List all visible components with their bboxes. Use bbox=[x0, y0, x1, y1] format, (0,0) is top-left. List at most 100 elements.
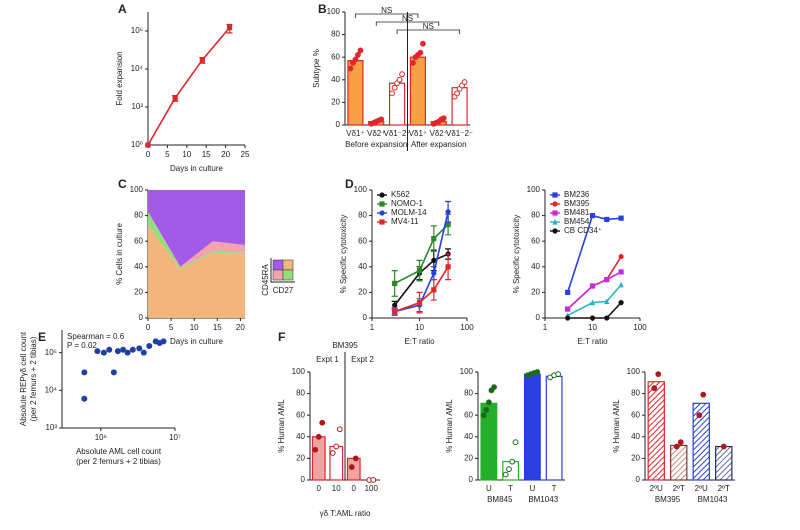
data-point bbox=[347, 65, 354, 72]
x-tick-label: 20 bbox=[236, 323, 245, 332]
x-tick-label: 100 bbox=[365, 484, 379, 493]
data-point bbox=[94, 348, 101, 355]
y-tick-label: 60 bbox=[631, 410, 640, 419]
data-point bbox=[673, 443, 680, 450]
data-point bbox=[140, 349, 147, 356]
data-point bbox=[454, 90, 460, 97]
y-axis-label: Absolute REPγδ cell count bbox=[19, 331, 28, 426]
data-point bbox=[114, 348, 121, 355]
x-tick-label: 0 bbox=[146, 150, 151, 159]
area bbox=[148, 211, 245, 270]
series-line bbox=[567, 302, 622, 319]
x-tick-label: Vδ1⁻2⁻ bbox=[384, 129, 411, 138]
comparison-bracket bbox=[375, 21, 440, 26]
data-point bbox=[410, 59, 416, 66]
data-point bbox=[445, 209, 451, 215]
bar bbox=[692, 402, 710, 481]
data-point bbox=[618, 215, 624, 221]
group-label: BM845 bbox=[487, 495, 513, 504]
panel-letter: B bbox=[318, 2, 327, 16]
y-tick-label: 10³ bbox=[45, 423, 57, 432]
data-point bbox=[124, 349, 131, 356]
bar bbox=[346, 457, 361, 481]
legend-label: BM395 bbox=[564, 199, 590, 208]
x-axis-label: E:T ratio bbox=[577, 337, 608, 346]
y-tick-label: 40 bbox=[134, 262, 143, 271]
data-point bbox=[589, 283, 596, 289]
data-point bbox=[399, 71, 405, 78]
data-point bbox=[485, 399, 492, 406]
legend-label: NOMO-1 bbox=[391, 199, 424, 208]
data-point bbox=[145, 142, 151, 148]
comparison-bracket bbox=[355, 13, 419, 18]
group-label: BM1043 bbox=[528, 495, 558, 504]
data-point bbox=[655, 371, 662, 378]
y-tick-label: 20 bbox=[331, 98, 340, 107]
chart-panel: D 0 20 40 60 80 100 1 10 100 % Specific cytotoxici… bbox=[339, 177, 474, 346]
panel-letter: C bbox=[118, 177, 127, 191]
y-axis-label: % Human AML bbox=[612, 399, 621, 453]
legend-label: MOLM-14 bbox=[391, 208, 427, 217]
data-point bbox=[431, 236, 437, 242]
data-point bbox=[509, 458, 516, 465]
x-tick-label: 0 bbox=[146, 323, 151, 332]
data-point bbox=[604, 277, 610, 283]
y-tick-label: 0 bbox=[469, 475, 474, 484]
data-point bbox=[483, 406, 490, 413]
data-point bbox=[315, 433, 322, 440]
data-point bbox=[136, 345, 143, 352]
key-axes bbox=[270, 258, 295, 283]
x-tick-label: 1 bbox=[543, 323, 548, 332]
chart-panel: A 10⁰ 10² 10⁴ 10⁶ 0 5 10 15 20 25 Fold expansion Day… bbox=[115, 2, 250, 173]
y-axis-label: % Specific cytotoxicity bbox=[339, 215, 348, 294]
x-tick-label: Vδ1⁺ bbox=[346, 129, 364, 138]
y-tick-label: 10⁰ bbox=[131, 140, 143, 149]
panel-letter: A bbox=[118, 2, 127, 16]
y-tick-label: 100 bbox=[354, 185, 368, 194]
data-point bbox=[226, 25, 233, 31]
legend-marker bbox=[552, 228, 558, 234]
y-tick-label: 40 bbox=[531, 262, 540, 271]
panel-letter: E bbox=[38, 330, 46, 344]
y-tick-label: 60 bbox=[296, 410, 305, 419]
x-tick-label: 2ºU bbox=[650, 484, 663, 493]
y-tick-label: 40 bbox=[331, 75, 340, 84]
legend-marker bbox=[552, 201, 558, 207]
x-axis-label: Absolute AML cell count bbox=[76, 447, 162, 456]
x-tick-label: 0 bbox=[317, 484, 322, 493]
data-point bbox=[348, 464, 355, 470]
key-quadrant bbox=[272, 259, 284, 271]
x-tick-label: 10⁶ bbox=[95, 433, 107, 442]
data-point bbox=[355, 52, 361, 58]
x-tick-label: T bbox=[508, 484, 513, 493]
y-tick-label: 10⁴ bbox=[131, 64, 144, 73]
data-point bbox=[392, 302, 398, 308]
panel-letter: F bbox=[278, 330, 285, 344]
y-tick-label: 80 bbox=[331, 30, 340, 39]
data-point bbox=[352, 56, 359, 63]
y-tick-label: 60 bbox=[358, 236, 367, 245]
chart-panel: 0 20 40 60 80 100 1 10 100 % Specific cytotoxicit… bbox=[512, 185, 647, 346]
y-axis-label: % Specific cytotoxicity bbox=[512, 215, 521, 294]
y-tick-label: 10² bbox=[131, 102, 143, 111]
series-line bbox=[566, 214, 622, 293]
group-label: Before expansion bbox=[345, 140, 407, 149]
data-point bbox=[389, 90, 395, 97]
x-tick-label: 15 bbox=[213, 323, 222, 332]
legend-marker bbox=[552, 218, 558, 225]
legend-label: CB CD34⁺ bbox=[564, 226, 602, 235]
data-point bbox=[431, 257, 437, 263]
y-tick-label: 0 bbox=[139, 313, 144, 322]
x-tick-label: 10 bbox=[332, 484, 341, 493]
x-tick-label: Vδ1⁺ bbox=[409, 129, 427, 138]
x-tick-label: 20 bbox=[221, 150, 230, 159]
y-tick-label: 40 bbox=[631, 432, 640, 441]
series-line bbox=[394, 253, 449, 306]
data-point bbox=[534, 369, 541, 375]
y-tick-label: 20 bbox=[296, 454, 305, 463]
data-point bbox=[604, 216, 610, 223]
data-point bbox=[329, 450, 336, 456]
panel-letter: D bbox=[345, 177, 354, 191]
y-tick-label: 80 bbox=[358, 211, 367, 220]
